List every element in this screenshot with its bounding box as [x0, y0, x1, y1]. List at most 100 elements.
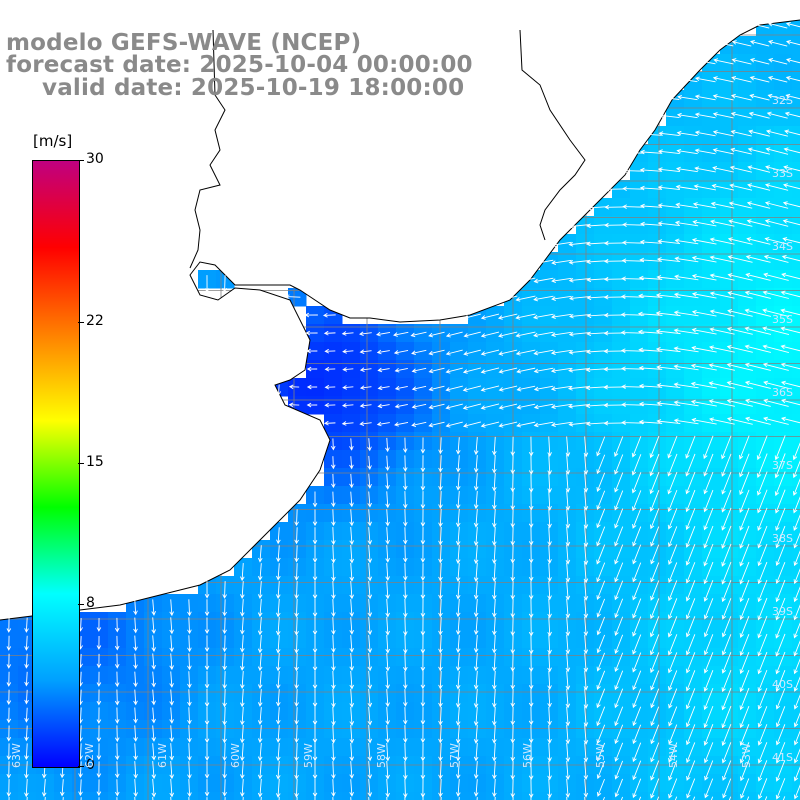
- wind-arrow: [614, 760, 624, 780]
- wind-arrow: [565, 760, 571, 781]
- wind-arrow: [667, 508, 678, 530]
- wind-arrow: [114, 671, 120, 688]
- wind-speed-cell: [792, 432, 800, 451]
- wind-arrow: [222, 275, 227, 293]
- wind-arrow: [686, 742, 696, 764]
- wind-arrow: [547, 436, 552, 457]
- wind-arrow: [622, 168, 644, 173]
- wind-arrow: [420, 598, 426, 618]
- wind-arrow: [622, 222, 644, 227]
- wind-arrow: [775, 597, 786, 621]
- wind-arrow: [438, 616, 443, 636]
- wind-speed-cell: [792, 540, 800, 559]
- wind-arrow: [739, 724, 750, 746]
- wind-arrow: [438, 652, 443, 672]
- wind-arrow: [402, 527, 408, 545]
- wind-arrow: [673, 310, 699, 317]
- wind-arrow: [685, 616, 696, 638]
- wind-arrow: [204, 761, 210, 779]
- wind-arrow: [762, 326, 790, 335]
- wind-arrow: [565, 778, 571, 798]
- wind-arrow: [767, 93, 788, 101]
- wind-arrow: [757, 760, 768, 782]
- wind-speed-cell: [738, 792, 757, 800]
- wind-arrow: [632, 508, 642, 529]
- wind-arrow: [6, 671, 12, 687]
- wind-arrow: [420, 545, 426, 563]
- wind-speed-cell: [666, 792, 685, 800]
- wind-arrow: [640, 203, 662, 209]
- wind-arrow: [515, 277, 536, 284]
- wind-arrow: [24, 653, 29, 669]
- wind-arrow: [455, 724, 461, 744]
- wind-arrow: [596, 634, 606, 654]
- wind-arrow: [151, 689, 156, 706]
- wind-arrow: [685, 634, 696, 656]
- wind-arrow: [685, 507, 696, 531]
- wind-arrow: [783, 183, 800, 190]
- wind-arrow: [739, 525, 750, 549]
- wind-arrow: [632, 670, 642, 691]
- wind-arrow: [703, 742, 714, 764]
- wind-speed-cell: [450, 792, 469, 800]
- wind-arrow: [632, 562, 642, 583]
- wind-arrow: [763, 416, 789, 425]
- latitude-label: 37S: [772, 459, 793, 472]
- wind-arrow: [565, 670, 571, 691]
- wind-arrow: [294, 563, 299, 581]
- wind-arrows: [6, 3, 800, 800]
- wind-speed-cell: [468, 792, 487, 800]
- wind-arrow: [114, 761, 120, 779]
- wind-arrow: [385, 616, 390, 636]
- wind-arrow: [565, 706, 571, 727]
- wind-arrow: [746, 219, 771, 227]
- wind-arrow: [403, 652, 408, 672]
- longitude-label: 53W: [740, 743, 753, 768]
- wind-arrow: [568, 277, 590, 283]
- wind-arrow: [746, 201, 771, 209]
- wind-arrow: [781, 398, 800, 406]
- wind-arrow: [775, 507, 786, 531]
- wind-arrow: [721, 543, 732, 567]
- wind-arrow: [306, 348, 318, 354]
- wind-arrow: [385, 725, 390, 744]
- wind-arrow: [331, 779, 336, 797]
- wind-arrow: [780, 362, 800, 370]
- wind-arrow: [222, 761, 227, 779]
- wind-arrow: [763, 380, 789, 389]
- wind-arrow: [240, 563, 245, 582]
- wind-arrow: [685, 652, 696, 674]
- wind-arrow: [675, 202, 699, 209]
- wind-arrow: [744, 308, 771, 317]
- wind-arrow: [463, 331, 481, 338]
- wind-arrow: [341, 331, 354, 336]
- wind-arrow: [359, 403, 372, 408]
- wind-arrow: [547, 472, 552, 493]
- wind-arrow: [151, 599, 156, 616]
- wind-arrow: [614, 778, 624, 798]
- wind-arrow: [275, 760, 281, 780]
- wind-arrow: [455, 670, 461, 690]
- wind-arrow: [638, 293, 663, 299]
- wind-arrow: [685, 706, 696, 728]
- wind-arrow: [403, 742, 408, 762]
- wind-arrow: [420, 509, 426, 527]
- wind-arrow: [133, 707, 138, 724]
- wind-arrow: [455, 508, 461, 528]
- wind-arrow: [650, 598, 660, 620]
- wind-arrow: [151, 761, 157, 780]
- wind-arrow: [349, 635, 354, 653]
- wind-arrow: [359, 421, 372, 427]
- wind-arrow: [151, 617, 157, 634]
- wind-arrow: [24, 671, 29, 687]
- wind-arrow: [376, 349, 390, 355]
- wind-arrow: [394, 367, 408, 373]
- wind-arrow: [445, 421, 463, 428]
- wind-arrow: [438, 724, 443, 744]
- colorbar-tick-label: 22: [86, 312, 104, 329]
- wind-arrow: [632, 598, 642, 619]
- wind-arrow: [685, 544, 696, 566]
- wind-arrow: [510, 490, 516, 511]
- wind-arrow: [583, 436, 589, 458]
- wind-arrow: [775, 561, 786, 585]
